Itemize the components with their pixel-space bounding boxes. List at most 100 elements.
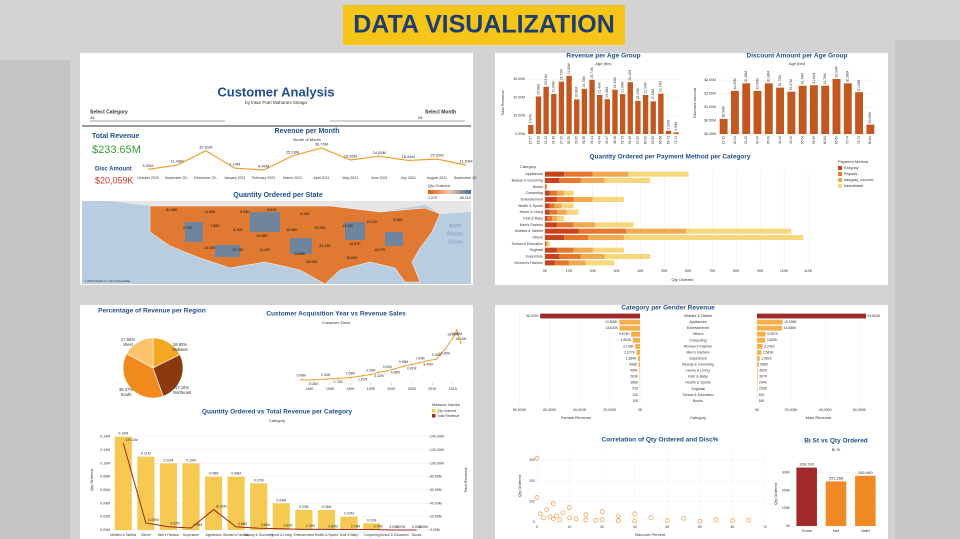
x-tick-label: 80K: [733, 269, 740, 273]
x-tick-label: 70-74: [846, 136, 850, 144]
value-label: 1.81M: [283, 524, 292, 528]
map-ocean-label: North: [449, 223, 461, 229]
y-tick-label: 200K: [782, 488, 791, 492]
y-tick-label: Superstore: [525, 254, 543, 258]
bar: [796, 467, 817, 526]
map-label: 13.12K: [342, 224, 354, 228]
value-label: 10.56M: [148, 518, 159, 522]
y2-tick-label: 100.00M: [430, 461, 444, 465]
value-label: 328,730: [799, 462, 814, 467]
bar: [589, 79, 595, 134]
y2-tick-label: 60.00M: [430, 488, 442, 492]
point: [648, 515, 654, 520]
map-region: [185, 222, 203, 242]
value-label: 13.30M: [439, 352, 450, 356]
bar-segment: [545, 247, 557, 253]
value-label: $1.60M: [755, 78, 759, 89]
bar-segment: [564, 190, 574, 196]
value-label: 5,057K: [767, 332, 778, 336]
bar: [317, 510, 336, 530]
y-tick-label: 0.00M: [100, 528, 110, 532]
map-land: [82, 201, 471, 214]
kpi-label: Disc Amount: [95, 167, 132, 173]
point: [427, 359, 430, 362]
bar-segment: [626, 228, 687, 234]
x-tick-label: Home & Living: [271, 533, 293, 537]
x-tick-label: Women's Fashion: [223, 533, 249, 537]
x-tick-label: 20-24: [733, 136, 737, 144]
bar-segment: [545, 253, 560, 260]
bar: [619, 319, 640, 325]
point: [534, 455, 540, 461]
x-tick-label: Kids & Baby: [340, 533, 358, 537]
bar: [787, 91, 796, 134]
x-tick-label: 25-29: [744, 136, 748, 144]
x-tick-label: 63-65: [651, 136, 655, 144]
x-tick-label: 66-68: [659, 136, 663, 144]
category-label: Books: [693, 399, 703, 403]
bar: [631, 331, 640, 337]
point: [312, 379, 315, 381]
bar-segment: [547, 241, 550, 247]
bar-segment: [545, 260, 555, 266]
y-tick-label: $0.00M: [704, 132, 716, 136]
value-label: 17.10%: [175, 385, 189, 390]
point: [746, 517, 752, 523]
bar: [776, 87, 785, 134]
bar: [639, 368, 640, 374]
value-label: 22.14M: [659, 81, 663, 92]
bar: [757, 368, 758, 374]
chart-title: Revenue per Month: [275, 128, 340, 135]
bar-segment: [556, 190, 565, 196]
value-label: 31.89M: [567, 63, 571, 74]
bar: [528, 124, 534, 134]
bar: [642, 94, 649, 134]
value-label: 4,803K: [767, 338, 778, 342]
line: [122, 443, 417, 531]
x-tick-label: 1985: [326, 387, 334, 391]
value-label: 11.49M: [170, 159, 183, 164]
value-label: 36.70M: [315, 142, 328, 147]
map-label: 11.80K: [294, 252, 306, 256]
bar-segment: [566, 209, 579, 215]
point: [616, 513, 621, 519]
y-tick-label: Entertainment: [521, 197, 543, 201]
value-label: 25.91M: [544, 74, 548, 85]
value-label: 4.40M: [258, 164, 269, 169]
value-label: 0.08M: [231, 472, 241, 476]
x-tick-label: October 2020: [137, 176, 159, 180]
value-label: 2.95M: [193, 523, 202, 527]
x-tick-label: April 2021: [313, 176, 329, 180]
bar: [757, 380, 758, 386]
bar: [757, 374, 758, 380]
point: [460, 342, 462, 345]
value-label: 18.98M: [575, 87, 579, 98]
legend-label: Easypay: [844, 166, 859, 170]
value-label: 14,688K: [784, 326, 797, 330]
value-label: 24.75M: [582, 76, 586, 87]
map-region: [250, 212, 280, 232]
bar: [798, 85, 807, 134]
y-tick-label: 0.02M: [100, 515, 110, 519]
value-label: 66,307K: [526, 314, 539, 318]
value-label: 28.73M: [559, 69, 563, 80]
map-region: [215, 245, 240, 257]
y-tick-label: 0.10M: [100, 461, 110, 465]
value-label: 432K: [759, 369, 768, 373]
x-tick-label: 90K: [757, 269, 764, 273]
bar: [832, 79, 841, 134]
value-label: 4.98M: [391, 371, 400, 375]
bar-segment: [549, 190, 557, 196]
value-label: $1.79M: [823, 73, 827, 84]
pie-slice: [122, 353, 164, 399]
point: [455, 329, 458, 331]
category-label: West: [123, 342, 133, 347]
point: [599, 509, 605, 515]
point: [369, 373, 372, 376]
bar-segment: [545, 184, 547, 190]
bar-segment: [556, 222, 574, 228]
bar: [596, 94, 603, 134]
x-tick-label: 20,000K: [785, 408, 799, 412]
y-tick-label: Beauty & Grooming: [512, 178, 543, 182]
point: [394, 367, 397, 370]
